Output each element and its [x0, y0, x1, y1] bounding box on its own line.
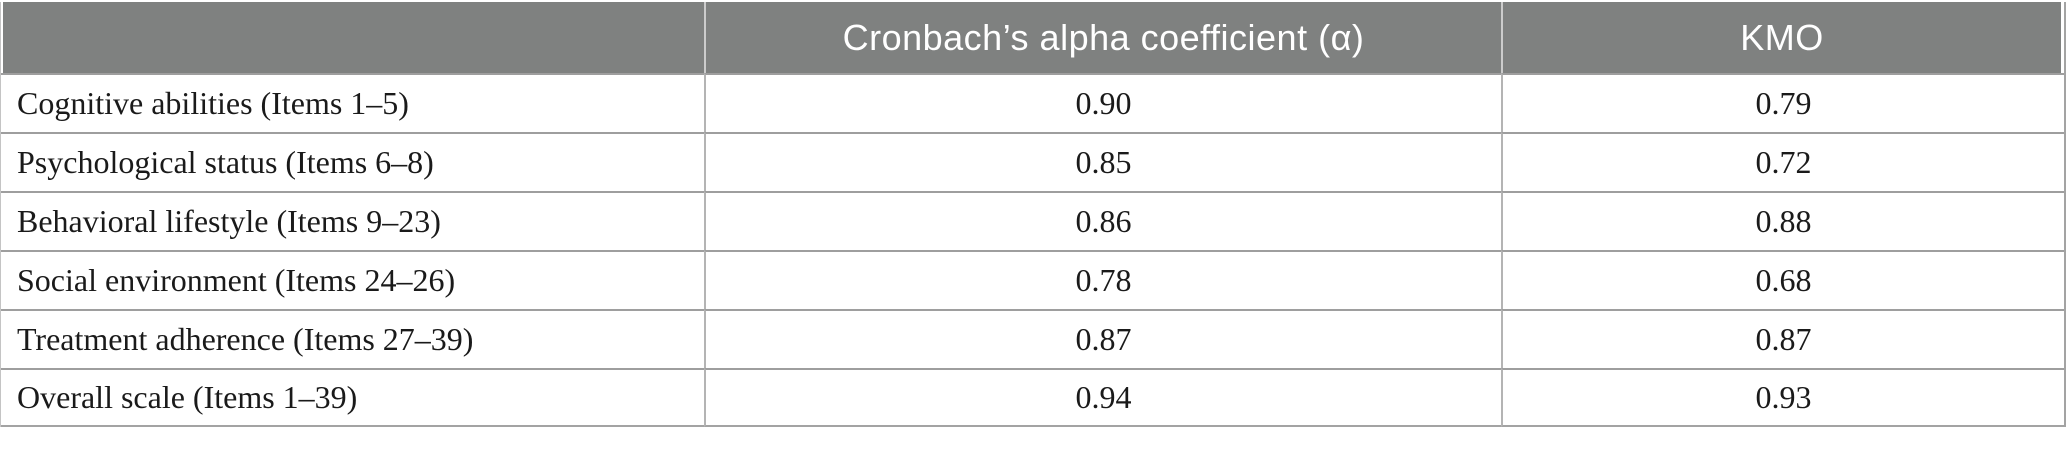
row-label: Social environment (Items 24–26) — [1, 250, 704, 309]
row-label: Cognitive abilities (Items 1–5) — [1, 73, 704, 132]
column-header-alpha: Cronbach’s alpha coefficient (α) — [704, 2, 1501, 73]
table-row: Behavioral lifestyle (Items 9–23) 0.86 0… — [1, 191, 2064, 250]
alpha-value: 0.86 — [704, 191, 1501, 250]
alpha-value: 0.78 — [704, 250, 1501, 309]
alpha-value: 0.87 — [704, 309, 1501, 368]
table-row: Social environment (Items 24–26) 0.78 0.… — [1, 250, 2064, 309]
row-label: Behavioral lifestyle (Items 9–23) — [1, 191, 704, 250]
header-row: Cronbach’s alpha coefficient (α) KMO — [1, 2, 2064, 73]
table-row: Overall scale (Items 1–39) 0.94 0.93 — [1, 368, 2064, 427]
reliability-validity-table: Cronbach’s alpha coefficient (α) KMO Cog… — [0, 2, 2066, 427]
kmo-value: 0.93 — [1501, 368, 2064, 427]
row-label: Overall scale (Items 1–39) — [1, 368, 704, 427]
kmo-value: 0.88 — [1501, 191, 2064, 250]
kmo-value: 0.87 — [1501, 309, 2064, 368]
kmo-value: 0.79 — [1501, 73, 2064, 132]
reliability-table-container: Cronbach’s alpha coefficient (α) KMO Cog… — [0, 2, 2066, 427]
column-header-scale — [1, 2, 704, 73]
kmo-value: 0.68 — [1501, 250, 2064, 309]
table-row: Psychological status (Items 6–8) 0.85 0.… — [1, 132, 2064, 191]
table-row: Cognitive abilities (Items 1–5) 0.90 0.7… — [1, 73, 2064, 132]
row-label: Treatment adherence (Items 27–39) — [1, 309, 704, 368]
table-row: Treatment adherence (Items 27–39) 0.87 0… — [1, 309, 2064, 368]
row-label: Psychological status (Items 6–8) — [1, 132, 704, 191]
alpha-value: 0.85 — [704, 132, 1501, 191]
kmo-value: 0.72 — [1501, 132, 2064, 191]
alpha-value: 0.90 — [704, 73, 1501, 132]
column-header-kmo: KMO — [1501, 2, 2064, 73]
alpha-value: 0.94 — [704, 368, 1501, 427]
